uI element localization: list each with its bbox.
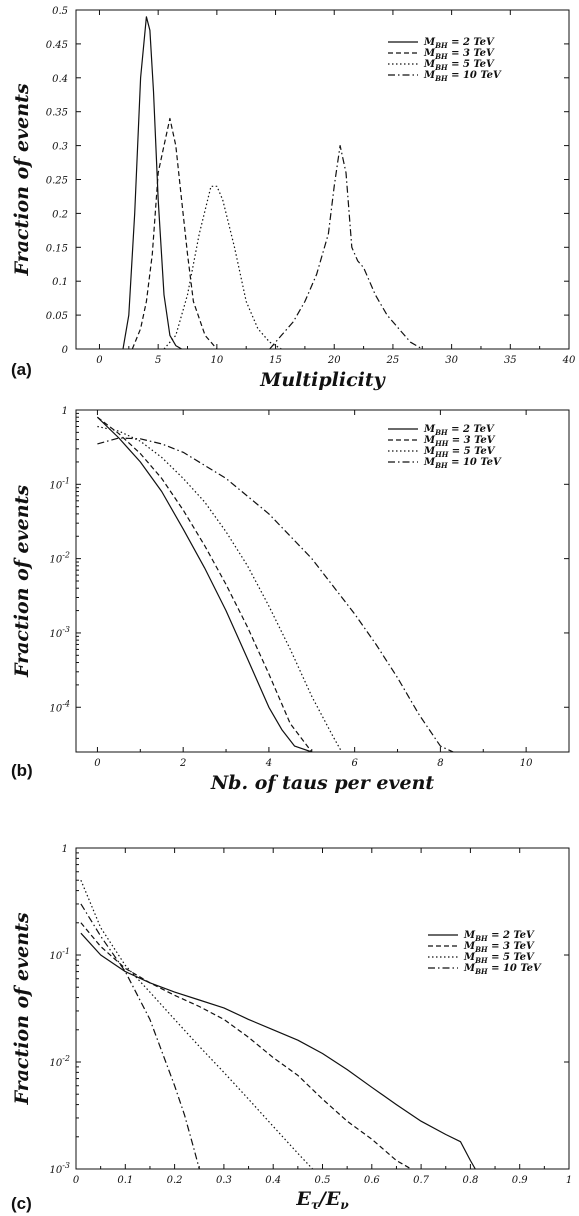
y-axis: 1 10-1 10-2 10-3 10-4 xyxy=(49,406,569,714)
y-axis-title: Fraction of events xyxy=(11,83,33,276)
legend-label: MBH = 10 TeV xyxy=(423,70,502,83)
y-tick-label: 1 xyxy=(62,406,68,417)
series-line-4 xyxy=(269,145,423,349)
x-tick-label: 10 xyxy=(520,758,533,769)
series-line-4 xyxy=(97,437,454,752)
legend-label: MBH = 2 TeV xyxy=(423,424,495,437)
plot-frame xyxy=(75,9,570,350)
y-tick-label: 10-2 xyxy=(49,551,70,566)
series-line-2 xyxy=(80,922,412,1169)
series-group xyxy=(122,16,423,349)
series-line-4 xyxy=(80,903,200,1169)
y-tick-label: 0.25 xyxy=(46,176,68,187)
legend-label: MHH = 5 TeV xyxy=(423,446,496,459)
x-tick-label: 0.5 xyxy=(315,1175,331,1186)
x-tick-label: 15 xyxy=(269,355,282,366)
x-axis-title: Multiplicity xyxy=(259,369,386,391)
legend-label: MBH = 5 TeV xyxy=(423,59,495,72)
y-axis-title: Fraction of events xyxy=(11,912,33,1105)
y-tick-label: 10-3 xyxy=(49,1161,70,1176)
chart-panel-3: 0 0.1 0.2 0.3 0.4 0.5 0.6 0.7 0.8 0.9 1 1 10-1 10-2 10… xyxy=(11,844,572,1213)
x-tick-label: 6 xyxy=(351,758,358,769)
x-tick-label: 0.1 xyxy=(117,1175,133,1186)
series-line-3 xyxy=(97,425,343,752)
series-line-1 xyxy=(122,16,182,349)
x-tick-label: 20 xyxy=(327,355,341,366)
x-tick-label: 0.8 xyxy=(462,1175,478,1186)
series-line-1 xyxy=(96,416,312,752)
x-tick-label: 0 xyxy=(73,1175,80,1186)
y-tick-label: 0.35 xyxy=(46,108,68,119)
panel-label: (a) xyxy=(11,360,32,379)
chart-panel-2: 0 2 4 6 8 10 1 10-1 10-2 10-3 10-4 Nb. of taus per … xyxy=(11,406,570,794)
panel-label: (b) xyxy=(11,761,33,780)
series-line-3 xyxy=(163,185,282,349)
y-tick-label: 1 xyxy=(62,844,68,855)
x-axis: 0 0.1 0.2 0.3 0.4 0.5 0.6 0.7 0.8 0.9 1 xyxy=(73,848,572,1186)
y-tick-label: 10-4 xyxy=(49,699,70,714)
legend-label: MBH = 3 TeV xyxy=(463,941,535,954)
x-tick-label: 4 xyxy=(265,758,272,769)
legend-label: MBH = 3 TeV xyxy=(423,48,495,61)
legend-label: MBH = 10 TeV xyxy=(463,963,542,976)
series-line-3 xyxy=(80,879,314,1169)
y-tick-label: 10-2 xyxy=(49,1054,70,1069)
y-tick-label: 10-1 xyxy=(49,476,70,491)
y-tick-label: 0.5 xyxy=(52,6,68,17)
x-tick-label: 35 xyxy=(504,355,517,366)
x-tick-label: 2 xyxy=(179,758,186,769)
x-tick-label: 0 xyxy=(94,758,101,769)
x-tick-label: 8 xyxy=(437,758,443,769)
x-axis: 0 5 10 15 20 25 30 35 40 xyxy=(96,10,576,366)
y-tick-label: 0.45 xyxy=(46,40,68,51)
x-tick-label: 0.2 xyxy=(167,1175,183,1186)
x-tick-label: 10 xyxy=(210,355,223,366)
x-tick-label: 0.7 xyxy=(413,1175,430,1186)
series-line-2 xyxy=(131,117,218,349)
y-tick-label: 0.2 xyxy=(52,209,68,220)
legend-label: MBH = 2 TeV xyxy=(423,37,495,50)
x-axis-title: Eτ/Eν xyxy=(295,1188,349,1212)
x-axis: 0 2 4 6 8 10 xyxy=(94,410,533,769)
x-tick-label: 40 xyxy=(562,355,576,366)
y-tick-label: 0.4 xyxy=(52,74,68,85)
x-tick-label: 0.3 xyxy=(216,1175,232,1186)
series-line-2 xyxy=(97,416,313,752)
y-tick-label: 0.05 xyxy=(46,311,68,322)
y-axis: 0 0.05 0.1 0.15 0.2 0.25 0.3 0.35 0.4 0.45 0.5 xyxy=(46,6,569,356)
chart-panel-1: 0 5 10 15 20 25 30 35 40 0 0.05 0.1 0.15 0.2 0.25 0.3 0.… xyxy=(11,6,576,391)
x-tick-label: 0 xyxy=(96,355,103,366)
y-tick-label: 10-3 xyxy=(49,625,70,640)
x-axis-title: Nb. of taus per event xyxy=(210,772,435,794)
legend-label: MBH = 5 TeV xyxy=(463,952,535,965)
x-tick-label: 30 xyxy=(445,355,458,366)
x-tick-label: 1 xyxy=(566,1175,572,1186)
series-group xyxy=(80,879,476,1169)
x-tick-label: 25 xyxy=(386,355,400,366)
x-tick-label: 0.6 xyxy=(364,1175,381,1186)
y-tick-label: 0.3 xyxy=(52,142,68,153)
x-tick-label: 0.4 xyxy=(265,1175,281,1186)
series-group xyxy=(96,416,454,752)
y-tick-label: 0 xyxy=(62,345,69,356)
legend-label: MBH = 10 TeV xyxy=(423,457,502,470)
legend-label: MBH = 2 TeV xyxy=(463,930,535,943)
x-tick-label: 5 xyxy=(155,355,161,366)
y-tick-label: 0.15 xyxy=(46,243,68,254)
y-axis: 1 10-1 10-2 10-3 xyxy=(49,844,569,1176)
y-tick-label: 10-1 xyxy=(49,947,70,962)
x-tick-label: 0.9 xyxy=(512,1175,529,1186)
y-axis-title: Fraction of events xyxy=(11,485,33,678)
plot-frame xyxy=(75,847,570,1170)
legend-label: MHH = 3 TeV xyxy=(423,435,496,448)
panel-label: (c) xyxy=(11,1194,32,1213)
y-tick-label: 0.1 xyxy=(52,277,68,288)
series-line-1 xyxy=(80,932,476,1169)
